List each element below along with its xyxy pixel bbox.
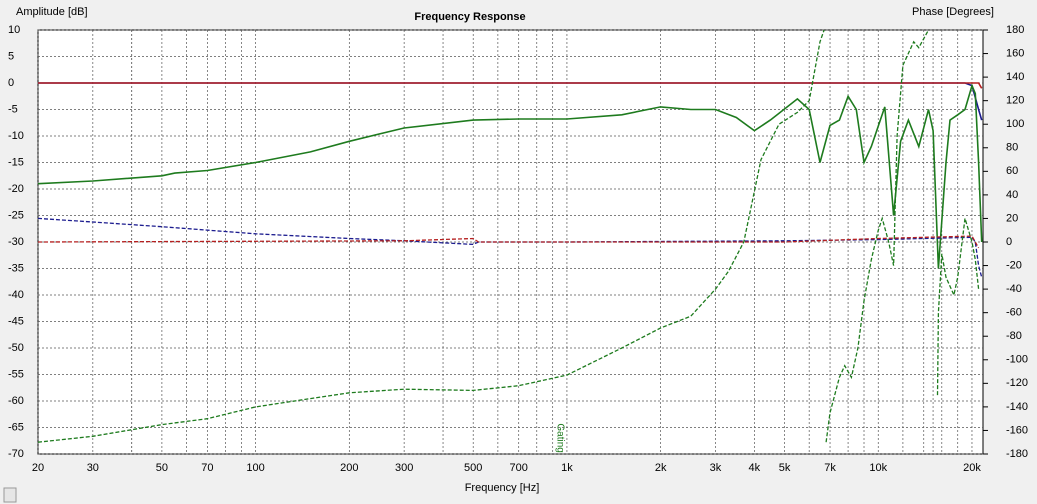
y-tick-label: -25 [8,209,24,221]
y2-tick-label: 160 [1006,47,1024,59]
x-tick-label: 3k [710,462,722,474]
x-tick-label: 500 [464,462,482,474]
y-tick-label: -10 [8,130,24,142]
x-tick-label: 2k [655,462,667,474]
y2-tick-label: -160 [1006,424,1028,436]
y-tick-label: -20 [8,183,24,195]
y2-tick-label: -100 [1006,354,1028,366]
y2-axis-title: Phase [Degrees] [912,6,994,18]
y2-tick-label: -180 [1006,448,1028,460]
x-tick-label: 50 [156,462,168,474]
x-tick-label: 700 [510,462,528,474]
y-tick-label: -35 [8,262,24,274]
y2-tick-label: -120 [1006,377,1028,389]
series-line [38,30,980,443]
series-line [38,83,983,269]
y-tick-label: 10 [8,24,20,36]
y2-tick-label: 80 [1006,142,1018,154]
y-tick-label: -15 [8,156,24,168]
y-tick-label: 0 [8,77,14,89]
series-line [38,235,980,249]
y-axis-title: Amplitude [dB] [16,6,88,18]
y2-tick-label: 40 [1006,189,1018,201]
y2-tick-label: -40 [1006,283,1022,295]
x-axis-title: Frequency [Hz] [465,482,540,494]
x-tick-label: 1k [561,462,573,474]
y2-tick-label: 180 [1006,24,1024,36]
x-tick-label: 100 [246,462,264,474]
y-tick-label: 5 [8,50,14,62]
y2-tick-label: -60 [1006,307,1022,319]
y-tick-label: -70 [8,448,24,460]
y2-tick-label: 140 [1006,71,1024,83]
y2-tick-label: -140 [1006,401,1028,413]
y2-tick-label: 120 [1006,95,1024,107]
x-tick-label: 20 [32,462,44,474]
chart-title: Frequency Response [414,11,525,23]
y-tick-label: -30 [8,236,24,248]
x-tick-label: 4k [749,462,761,474]
y-tick-label: -50 [8,342,24,354]
y2-tick-label: 60 [1006,165,1018,177]
x-tick-label: 70 [201,462,213,474]
y2-tick-label: 100 [1006,118,1024,130]
x-tick-label: 5k [779,462,791,474]
annotation: Gating [554,423,565,452]
y-tick-label: -40 [8,289,24,301]
x-tick-label: 10k [869,462,887,474]
y-tick-label: -60 [8,395,24,407]
scroll-button[interactable] [3,487,17,503]
y-tick-label: -55 [8,368,24,380]
x-tick-label: 20k [963,462,981,474]
x-tick-label: 30 [87,462,99,474]
y2-tick-label: -20 [1006,259,1022,271]
y2-tick-label: 0 [1006,236,1012,248]
y2-tick-label: 20 [1006,212,1018,224]
x-tick-label: 300 [395,462,413,474]
x-tick-label: 200 [340,462,358,474]
y2-tick-label: -80 [1006,330,1022,342]
y-tick-label: -45 [8,315,24,327]
y-tick-label: -5 [8,103,18,115]
series-line [38,82,983,89]
x-tick-label: 7k [824,462,836,474]
y-tick-label: -65 [8,421,24,433]
